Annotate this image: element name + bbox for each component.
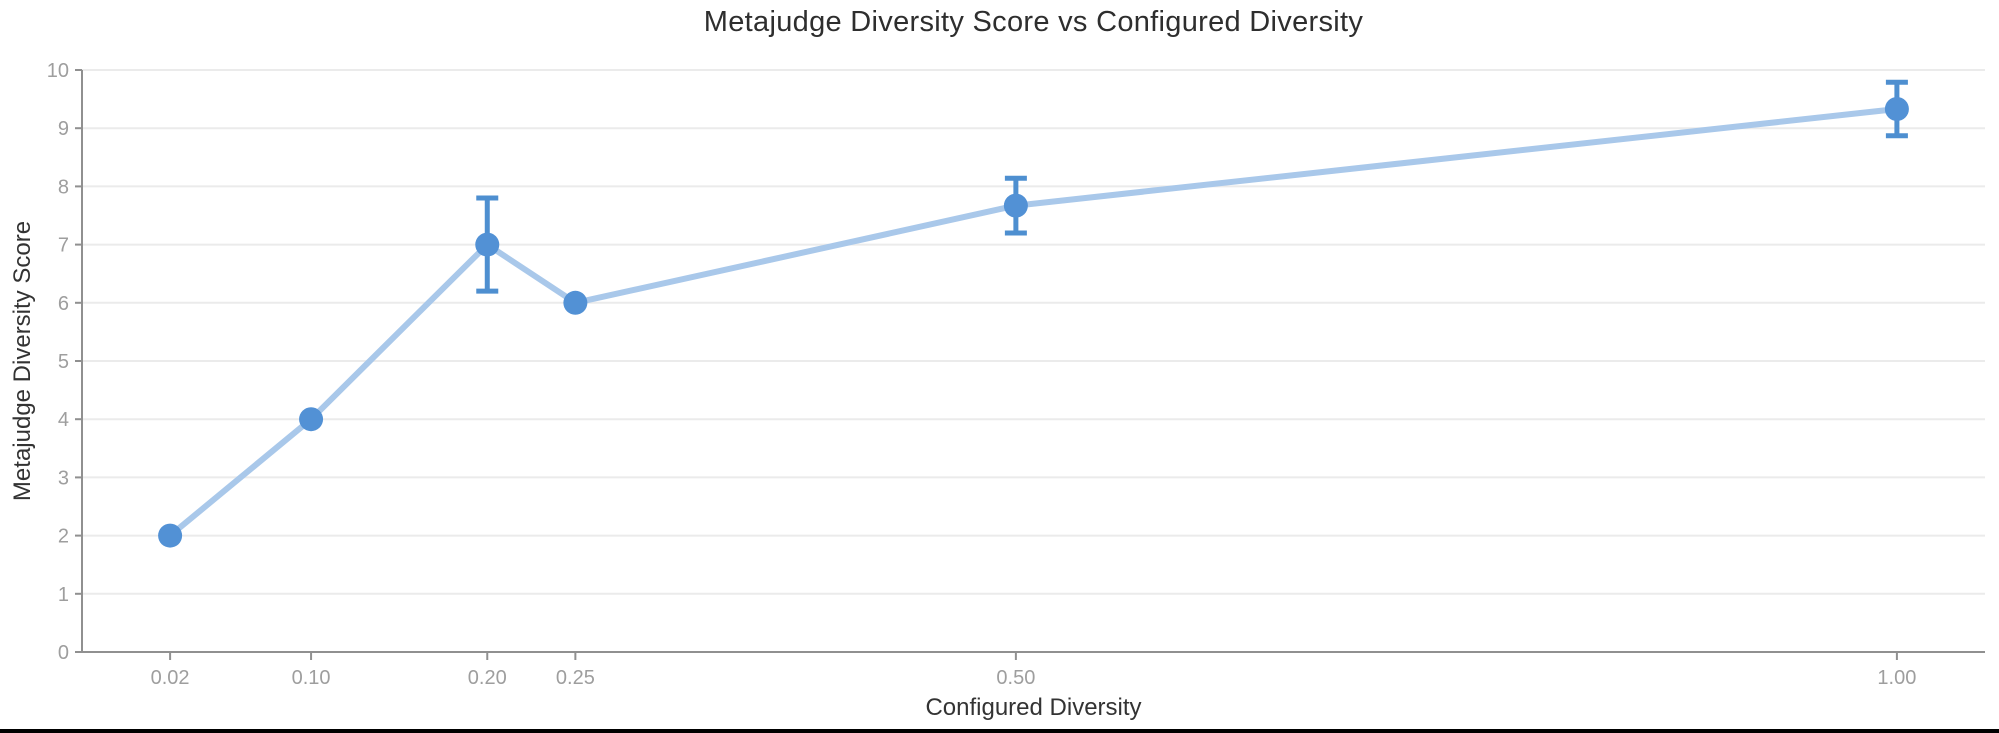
x-tick-label: 1.00 [1877,667,1916,689]
data-point [563,290,588,315]
y-tick-label: 8 [58,176,69,198]
y-axis-label: Metajudge Diversity Score [9,220,36,502]
y-tick-label: 1 [58,584,69,606]
data-point [158,523,183,548]
y-tick-label: 2 [58,526,69,548]
x-axis-label: Configured Diversity [925,694,1142,721]
window-bottom-edge [0,729,1999,733]
y-tick-label: 0 [58,642,69,664]
x-tick-label: 0.10 [292,667,331,689]
x-tick-label: 0.02 [151,667,190,689]
data-point [1884,96,1909,121]
y-tick-label: 9 [58,118,69,140]
y-tick-label: 10 [47,60,69,82]
data-point [299,407,324,432]
chart-title: Metajudge Diversity Score vs Configured … [703,6,1364,38]
y-tick-label: 3 [58,467,69,489]
x-tick-label: 0.50 [996,667,1035,689]
y-tick-label: 6 [58,293,69,315]
y-tick-label: 7 [58,235,69,257]
x-tick-label: 0.25 [556,667,595,689]
y-tick-label: 4 [58,409,69,431]
data-point [475,232,500,257]
x-tick-label: 0.20 [468,667,507,689]
y-tick-label: 5 [58,351,69,373]
series-line [167,105,1900,539]
data-point [1003,193,1028,218]
